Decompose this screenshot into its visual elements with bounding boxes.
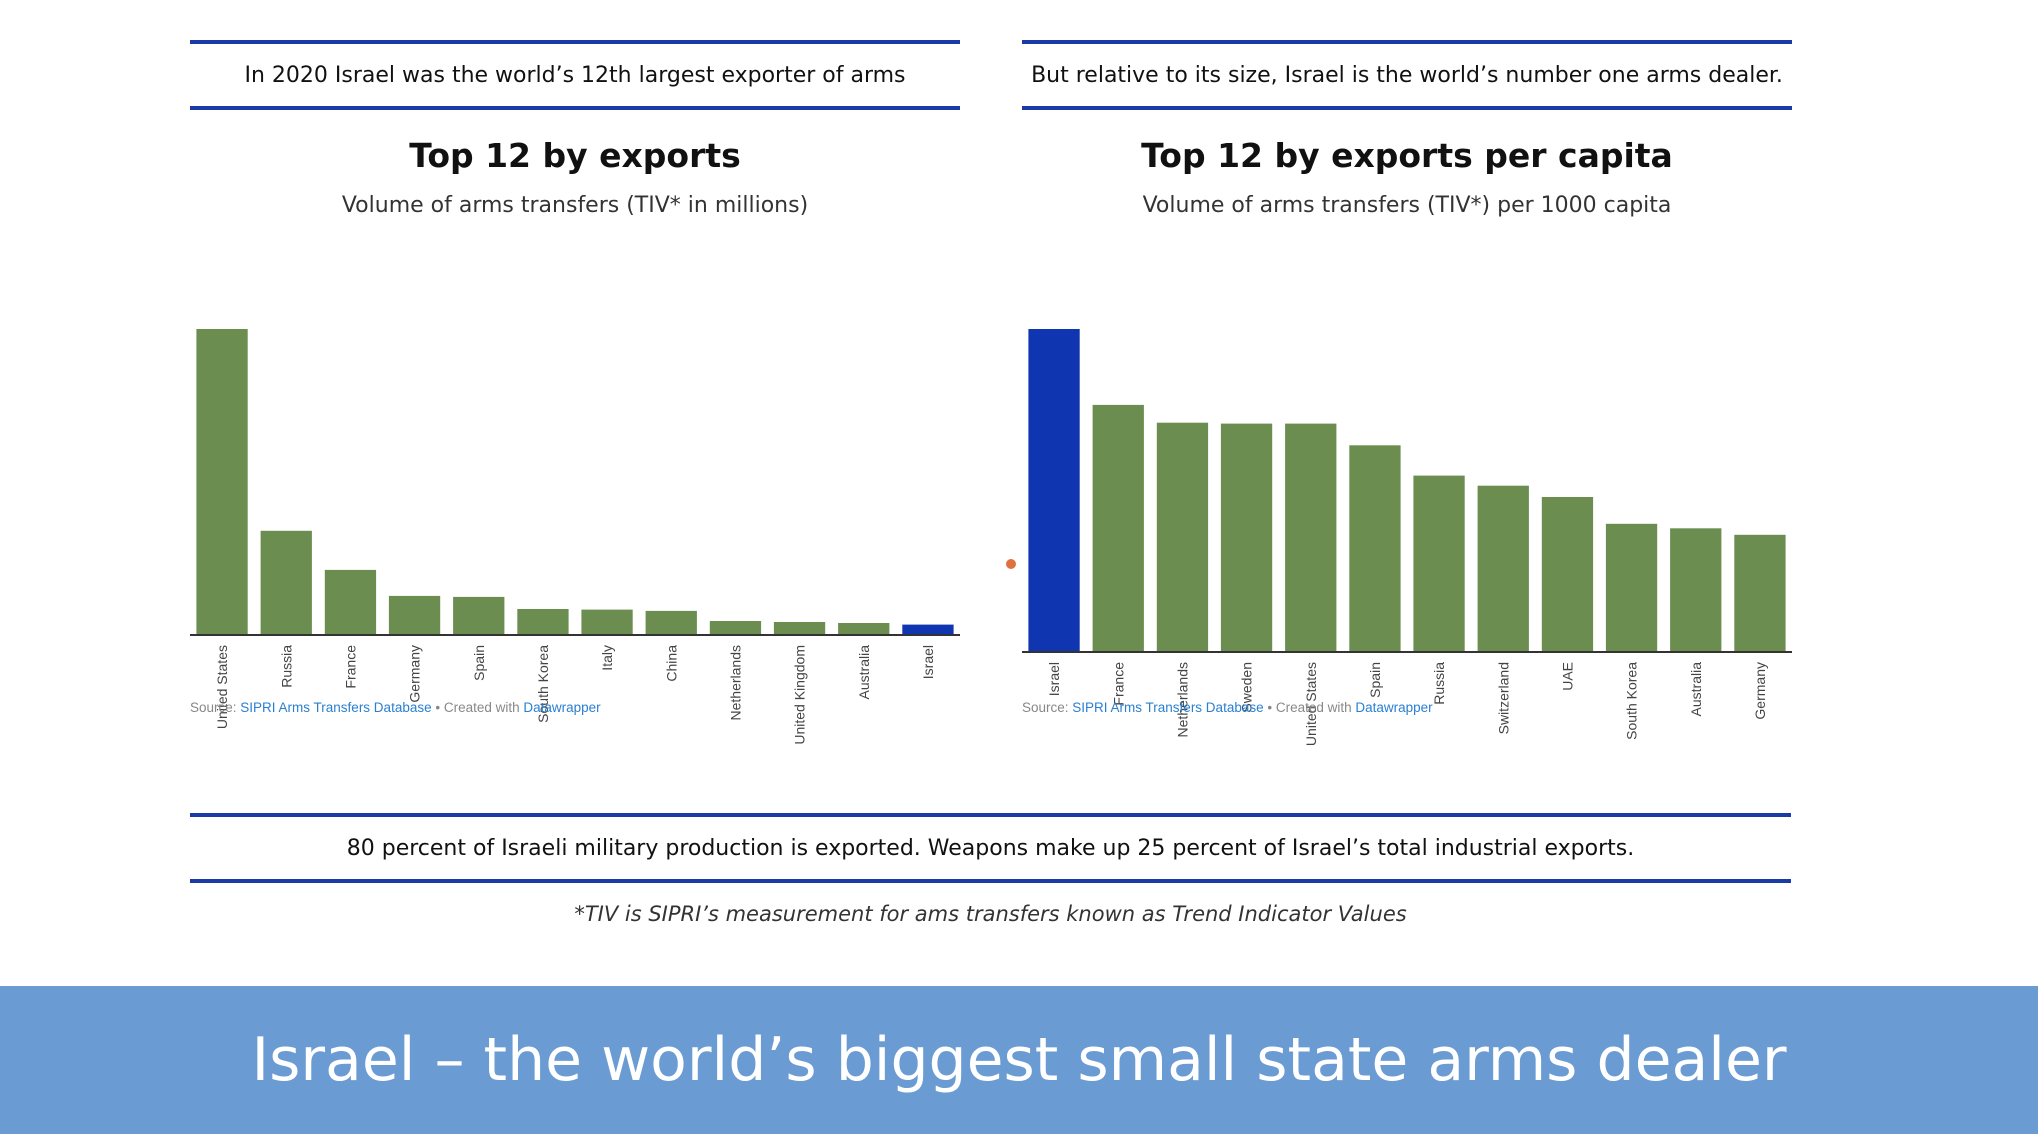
tick-label-france: France <box>342 645 358 689</box>
tick-label-russia: Russia <box>278 645 294 688</box>
left-chart-title: Top 12 by exports <box>409 136 741 175</box>
left-bar-chart: United States Russia France Germany Spain Sou… <box>190 329 960 745</box>
bar-russia <box>1413 475 1465 652</box>
tick-label-united-states: United States <box>1303 662 1319 746</box>
tick-label-australia: Australia <box>1688 662 1704 717</box>
tick-label-spain: Spain <box>1367 662 1383 698</box>
footer-statement: 80 percent of Israeli military productio… <box>346 835 1635 861</box>
tick-label-france: France <box>1110 662 1126 706</box>
bar-germany <box>1734 534 1786 652</box>
bar-south-korea <box>517 609 569 635</box>
source-middle: • Created with <box>431 700 524 715</box>
datawrapper-link[interactable]: Datawrapper <box>1355 700 1433 715</box>
bar-france <box>1092 404 1144 652</box>
source-middle: • Created with <box>1263 700 1356 715</box>
right-headline: But relative to its size, Israel is the … <box>1031 62 1783 88</box>
bar-netherlands <box>1156 422 1209 652</box>
bar-united-states <box>1285 423 1337 652</box>
bar-switzerland <box>1477 485 1529 652</box>
bar-sweden <box>1220 423 1273 652</box>
right-chart-subtitle: Volume of arms transfers (TIV*) per 1000… <box>1142 193 1672 218</box>
tick-label-south-korea: South Korea <box>1624 662 1640 740</box>
tick-label-united-kingdom: United Kingdom <box>792 645 808 745</box>
bar-china <box>645 610 697 635</box>
left-headline: In 2020 Israel was the world’s 12th larg… <box>244 62 906 88</box>
tick-label-israel: Israel <box>1046 662 1062 696</box>
tick-label-germany: Germany <box>407 645 423 703</box>
bar-netherlands <box>709 621 762 635</box>
bar-australia <box>838 623 890 635</box>
right-headline-box: But relative to its size, Israel is the … <box>1022 40 1792 110</box>
left-chart-subtitle: Volume of arms transfers (TIV* in millio… <box>341 193 809 218</box>
tick-label-netherlands: Netherlands <box>727 645 743 721</box>
datawrapper-link[interactable]: Datawrapper <box>523 700 601 715</box>
bar-united-states <box>196 329 248 635</box>
banner-title: Israel – the world’s biggest small state… <box>251 1025 1787 1095</box>
tick-label-switzerland: Switzerland <box>1495 662 1511 734</box>
right-chart-panel: But relative to its size, Israel is the … <box>1022 40 1792 746</box>
right-source-line: Source: SIPRI Arms Transfers Database • … <box>1022 700 1433 715</box>
source-prefix: Source: <box>1022 700 1073 715</box>
source-prefix: Source: <box>190 700 241 715</box>
tiv-footnote: *TIV is SIPRI’s measurement for ams tran… <box>574 902 1407 926</box>
bar-italy <box>581 609 633 635</box>
bar-south-korea <box>1605 523 1658 652</box>
left-source-line: Source: SIPRI Arms Transfers Database • … <box>190 700 601 715</box>
tick-label-united-states: United States <box>214 645 230 729</box>
tick-label-germany: Germany <box>1752 662 1768 720</box>
tick-label-australia: Australia <box>856 645 872 700</box>
bar-uae <box>1541 497 1594 652</box>
bar-spain <box>453 596 505 635</box>
right-bar-chart: Israel France Netherlands Sweden United Stat… <box>1022 329 1792 746</box>
left-chart-panel: In 2020 Israel was the world’s 12th larg… <box>190 40 960 745</box>
bar-france <box>324 569 377 635</box>
bar-israel <box>902 624 954 635</box>
tick-label-sweden: Sweden <box>1239 662 1255 713</box>
title-banner: Israel – the world’s biggest small state… <box>0 986 2038 1134</box>
right-chart-title: Top 12 by exports per capita <box>1141 136 1673 175</box>
tick-label-netherlands: Netherlands <box>1174 662 1190 738</box>
sipri-database-link[interactable]: SIPRI Arms Transfers Database <box>1072 700 1264 715</box>
tick-label-russia: Russia <box>1431 662 1447 705</box>
tick-label-uae: UAE <box>1559 662 1575 691</box>
bar-russia <box>260 530 312 635</box>
bar-israel <box>1028 329 1080 652</box>
tick-label-china: China <box>663 645 679 682</box>
bar-germany <box>388 595 441 635</box>
tick-label-italy: Italy <box>599 645 615 671</box>
orange-marker-dot <box>1006 559 1016 569</box>
tick-label-spain: Spain <box>471 645 487 681</box>
bar-united-kingdom <box>773 622 826 635</box>
tick-label-south-korea: South Korea <box>535 645 551 723</box>
sipri-database-link[interactable]: SIPRI Arms Transfers Database <box>240 700 432 715</box>
tick-label-israel: Israel <box>920 645 936 679</box>
left-headline-box: In 2020 Israel was the world’s 12th larg… <box>190 40 960 110</box>
bar-australia <box>1670 528 1722 652</box>
footer-statement-box: 80 percent of Israeli military productio… <box>190 813 1791 883</box>
bar-spain <box>1349 445 1401 652</box>
